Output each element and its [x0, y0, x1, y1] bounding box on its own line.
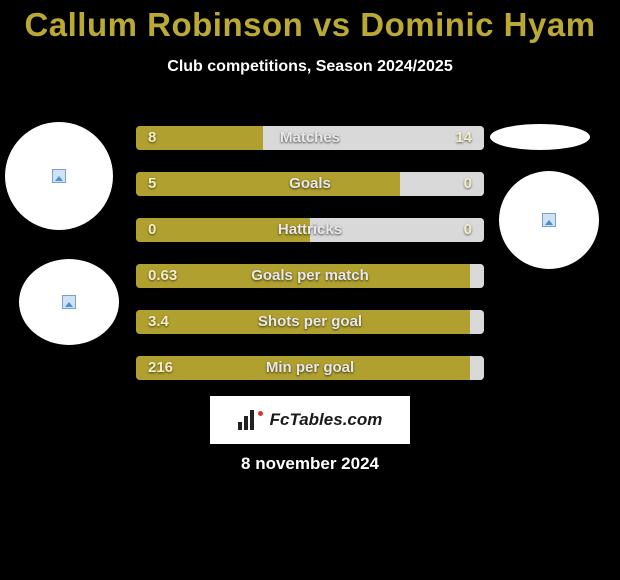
- bar-label: Min per goal: [136, 356, 484, 380]
- stat-bar: 3.4Shots per goal: [136, 310, 484, 334]
- bar-label: Goals: [136, 172, 484, 196]
- placeholder-image-icon: [52, 169, 66, 183]
- page-title: Callum Robinson vs Dominic Hyam: [0, 0, 620, 44]
- attribution-text: FcTables.com: [270, 410, 383, 430]
- stat-bar: 0.63Goals per match: [136, 264, 484, 288]
- stat-bar: 216Min per goal: [136, 356, 484, 380]
- subtitle: Club competitions, Season 2024/2025: [0, 58, 620, 76]
- bar-label: Hattricks: [136, 218, 484, 242]
- attribution-badge: FcTables.com: [210, 396, 410, 444]
- date-text: 8 november 2024: [0, 454, 620, 474]
- placeholder-image-icon: [542, 213, 556, 227]
- player-left-top: [5, 122, 113, 230]
- stat-bar: 814Matches: [136, 126, 484, 150]
- bar-label: Goals per match: [136, 264, 484, 288]
- fctables-logo-icon: [238, 410, 264, 430]
- stat-bar: 50Goals: [136, 172, 484, 196]
- player-left-bottom: [19, 259, 119, 345]
- player-right: [499, 171, 599, 269]
- ellipse-top-right: [490, 124, 590, 150]
- bar-label: Shots per goal: [136, 310, 484, 334]
- placeholder-image-icon: [62, 295, 76, 309]
- stats-bars-container: 814Matches 50Goals 00Hattricks 0.63Goals pe…: [136, 126, 484, 402]
- stat-bar: 00Hattricks: [136, 218, 484, 242]
- bar-label: Matches: [136, 126, 484, 150]
